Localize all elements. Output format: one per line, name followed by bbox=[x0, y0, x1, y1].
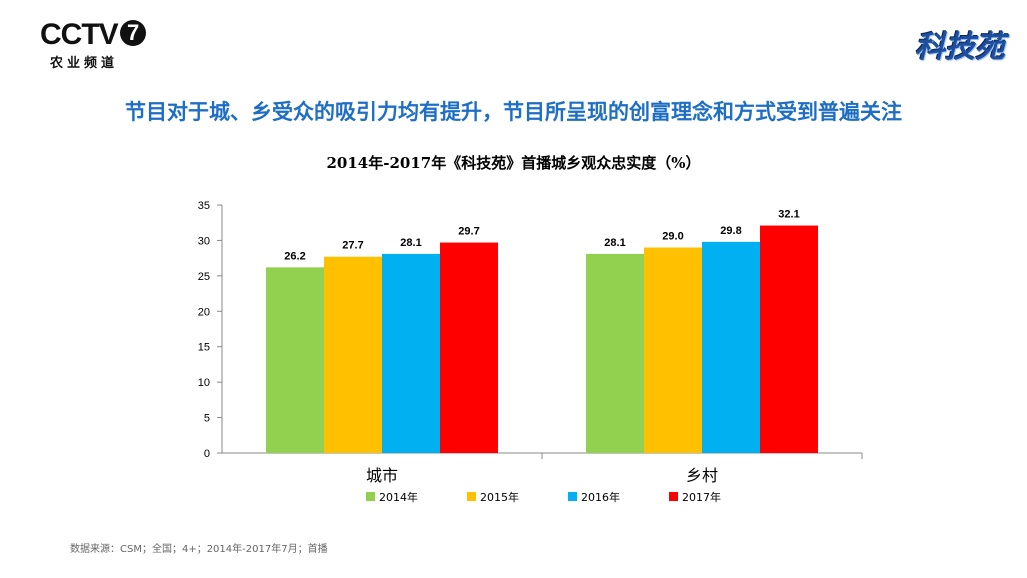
legend-label: 2017年 bbox=[682, 490, 721, 504]
slide-headline: 节目对于城、乡受众的吸引力均有提升，节目所呈现的创富理念和方式受到普遍关注 bbox=[125, 100, 902, 124]
y-tick-label: 35 bbox=[198, 200, 210, 212]
x-category-label: 城市 bbox=[366, 466, 398, 485]
legend-label: 2015年 bbox=[480, 490, 519, 504]
legend-label: 2016年 bbox=[581, 490, 620, 504]
data-source-note: 数据来源：CSM；全国；4+；2014年-2017年7月；首播 bbox=[70, 544, 328, 555]
data-label: 29.0 bbox=[662, 231, 683, 243]
legend-swatch bbox=[467, 492, 476, 501]
legend-label: 2014年 bbox=[379, 490, 418, 504]
logo-channel-name: 农业频道 bbox=[50, 56, 119, 71]
bar-2016年-城市 bbox=[382, 253, 440, 453]
data-label: 32.1 bbox=[778, 209, 799, 221]
data-label: 29.8 bbox=[720, 225, 741, 237]
legend-swatch bbox=[366, 492, 375, 501]
chart-title: 2014年-2017年《科技苑》首播城乡观众忠实度（%） bbox=[326, 154, 701, 172]
program-brand-logo: 科技苑 bbox=[915, 30, 1005, 65]
bar-2014年-城市 bbox=[266, 267, 324, 453]
bar-2015年-城市 bbox=[324, 256, 382, 453]
bar-2016年-乡村 bbox=[702, 241, 760, 453]
data-label: 29.7 bbox=[458, 226, 479, 238]
y-tick-label: 5 bbox=[204, 413, 210, 425]
legend-swatch bbox=[568, 492, 577, 501]
y-tick-label: 15 bbox=[198, 342, 210, 354]
legend-swatch bbox=[669, 492, 678, 501]
data-label: 28.1 bbox=[604, 237, 625, 249]
y-tick-label: 0 bbox=[204, 448, 210, 460]
data-label: 26.2 bbox=[284, 250, 305, 262]
y-tick-label: 25 bbox=[198, 271, 210, 283]
bar-2015年-乡村 bbox=[644, 247, 702, 453]
cctv7-logo: CCTV 7 农业频道 bbox=[40, 20, 150, 71]
bar-2014年-乡村 bbox=[586, 253, 644, 453]
data-label: 28.1 bbox=[400, 237, 421, 249]
y-tick-label: 20 bbox=[198, 306, 210, 318]
bar-2017年-城市 bbox=[440, 242, 498, 453]
y-tick-label: 10 bbox=[198, 377, 210, 389]
data-label: 27.7 bbox=[342, 240, 363, 252]
bar-2017年-乡村 bbox=[760, 225, 818, 453]
y-tick-label: 30 bbox=[198, 235, 210, 247]
logo-mark: CCTV 7 bbox=[40, 20, 146, 50]
x-category-label: 乡村 bbox=[686, 466, 718, 485]
